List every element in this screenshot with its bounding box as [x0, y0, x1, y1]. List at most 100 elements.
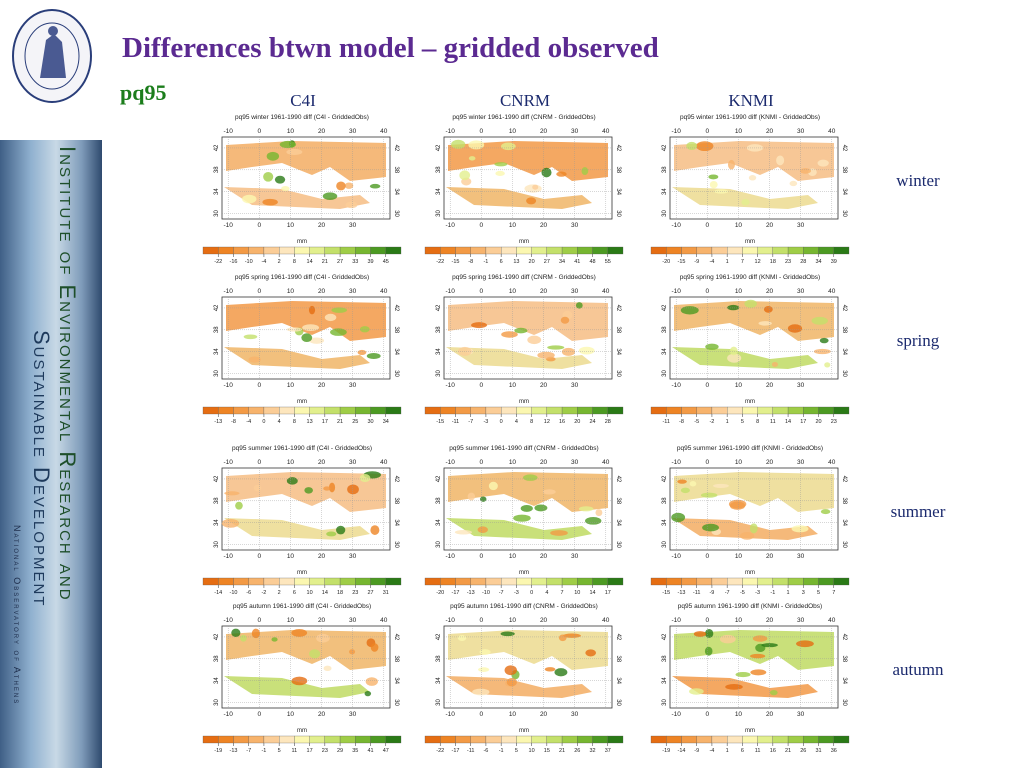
lon-tick-label: 30 [349, 459, 357, 466]
lat-tick-label: 38 [393, 655, 399, 662]
colorbar-unit: mm [519, 570, 529, 576]
colorbar-label: 4 [545, 590, 548, 596]
colorbar-label: 37 [605, 748, 611, 754]
map-frame [443, 467, 613, 551]
colorbar-label: 34 [815, 259, 821, 265]
map-patch [739, 531, 755, 540]
lat-tick-label: 38 [841, 326, 847, 333]
colorbar-unit: mm [745, 239, 755, 245]
panel-title: pq95 winter 1961-1990 diff (CNRM - Gridd… [452, 114, 595, 121]
colorbar-swatch [577, 406, 593, 415]
lat-tick-label: 30 [841, 210, 847, 217]
lat-tick-label: 38 [662, 326, 668, 333]
map-patch [761, 643, 778, 648]
colorbar-unit: mm [297, 728, 307, 734]
map-patch [554, 668, 568, 677]
map-patch [705, 343, 719, 350]
lon-tick-label: 20 [318, 459, 326, 466]
lon-tick-label: 0 [480, 711, 484, 718]
lon-tick-label: 0 [480, 459, 484, 466]
map-frame [669, 467, 839, 551]
lon-tick-label: -10 [446, 222, 456, 229]
colorbar-swatch [470, 735, 487, 744]
map-patch [541, 167, 552, 178]
map-patch [363, 471, 381, 479]
colorbar-swatch [818, 246, 834, 255]
map-land [448, 472, 608, 512]
lon-tick-label: -10 [224, 288, 234, 295]
map-patch [562, 310, 573, 320]
map-patch [560, 316, 570, 324]
colorbar-swatch [666, 577, 682, 586]
colorbar-swatch [757, 735, 773, 744]
map-patch [301, 333, 313, 343]
lat-tick-label: 42 [214, 475, 220, 482]
map-patch [304, 487, 313, 494]
map-patch [328, 482, 336, 493]
map-patch [677, 479, 687, 484]
colorbar-swatch [818, 406, 834, 415]
colorbar-label: 21 [322, 259, 328, 265]
lon-tick-label: 0 [258, 553, 262, 560]
lat-tick-label: 30 [662, 541, 668, 548]
lon-tick-label: 30 [797, 128, 805, 135]
map-land [224, 676, 370, 698]
logo [12, 9, 92, 103]
lat-tick-label: 34 [214, 519, 220, 526]
map-patch [271, 637, 278, 642]
map-land [224, 347, 370, 369]
colorbar-swatch [294, 577, 310, 586]
colorbar-label: -8 [231, 419, 236, 425]
colorbar-label: 5 [741, 419, 744, 425]
row-label: summer [891, 502, 946, 521]
colorbar-label: 21 [337, 419, 343, 425]
colorbar-swatch [294, 246, 310, 255]
lat-tick-label: 34 [615, 188, 621, 195]
map-patch [558, 634, 567, 642]
colorbar-label: 17 [605, 590, 611, 596]
colorbar-label: 41 [574, 259, 580, 265]
map-patch [693, 631, 707, 637]
colorbar-swatch [470, 406, 487, 415]
map-patch [727, 353, 742, 363]
lat-tick-label: 38 [615, 326, 621, 333]
lat-tick-label: 30 [662, 370, 668, 377]
lat-tick-label: 38 [615, 166, 621, 173]
lon-tick-label: 0 [706, 617, 710, 624]
map-patch [749, 523, 758, 534]
lat-tick-label: 42 [615, 634, 621, 641]
map-patch [468, 140, 485, 150]
colorbar-label: 30 [367, 419, 373, 425]
column-header: C4I [290, 91, 316, 110]
colorbar-label: 6 [293, 590, 296, 596]
lon-tick-label: -10 [672, 288, 682, 295]
colorbar-swatch [757, 246, 773, 255]
colorbar-swatch [711, 577, 728, 586]
colorbar-swatch [531, 246, 547, 255]
colorbar-swatch [650, 735, 667, 744]
map-patch [369, 183, 381, 189]
map-patch [235, 501, 243, 510]
lon-tick-label: 20 [766, 553, 774, 560]
colorbar-label: -11 [452, 419, 460, 425]
lon-tick-label: -10 [672, 553, 682, 560]
lat-tick-label: 30 [436, 370, 442, 377]
lon-tick-label: 0 [480, 128, 484, 135]
map-patch [708, 174, 719, 180]
map-patch [349, 649, 356, 655]
map-land [672, 518, 818, 540]
colorbar-swatch [531, 406, 547, 415]
colorbar-swatch [787, 735, 804, 744]
map-patch [316, 633, 330, 643]
lon-tick-label: 0 [706, 222, 710, 229]
colorbar-swatch [279, 246, 295, 255]
colorbar-label: 8 [293, 259, 296, 265]
colorbar-label: 8 [293, 419, 296, 425]
lon-tick-label: 30 [349, 382, 357, 389]
colorbar-swatch [577, 246, 593, 255]
lat-tick-label: 42 [436, 633, 442, 640]
colorbar-label: -9 [694, 748, 699, 754]
colorbar-label: 11 [770, 419, 776, 425]
colorbar-label: -10 [245, 259, 253, 265]
map-patch [680, 487, 690, 494]
